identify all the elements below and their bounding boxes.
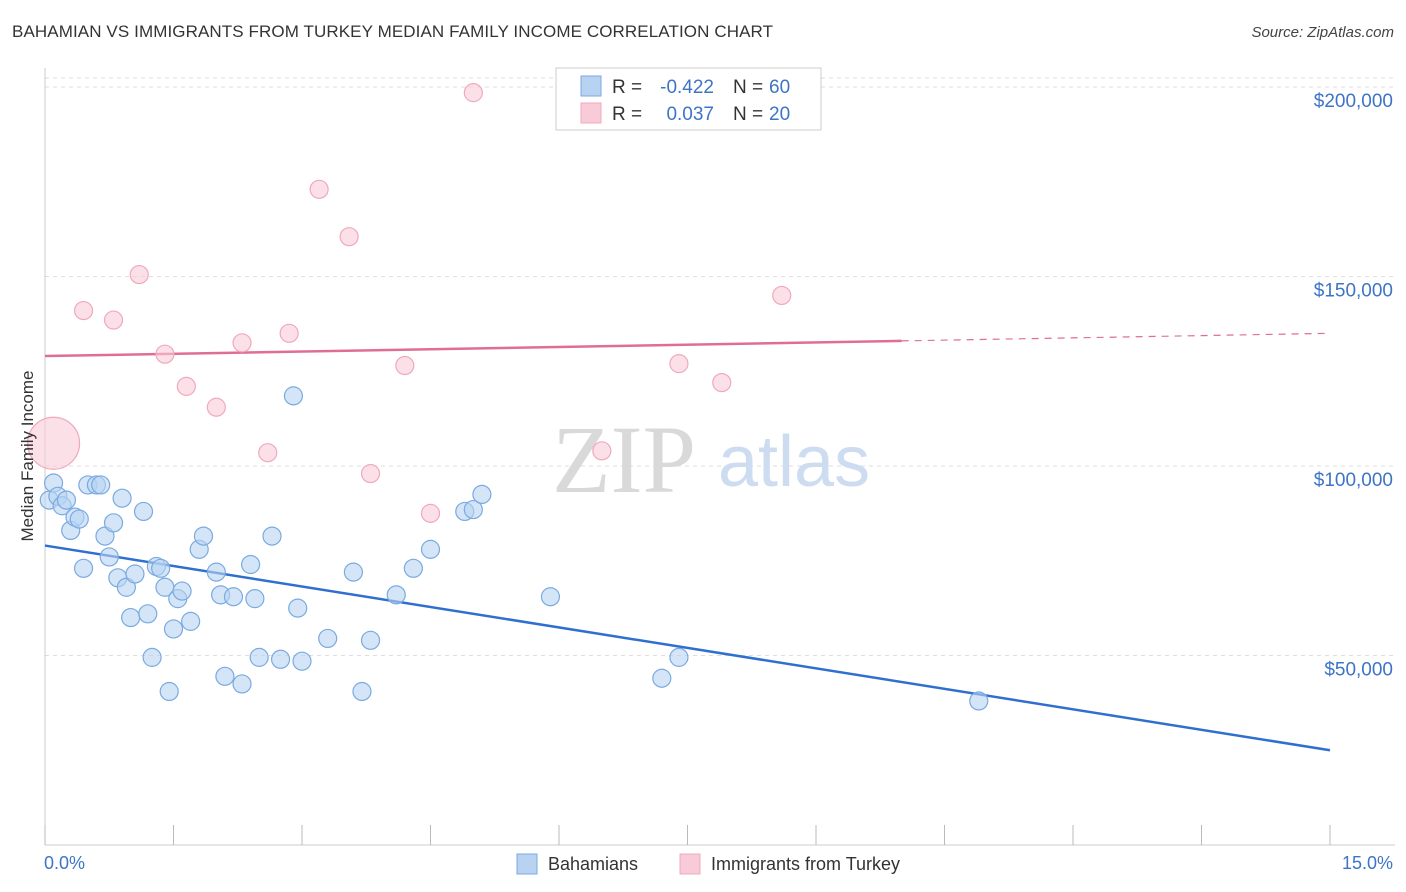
bahamians-point xyxy=(669,647,689,667)
turkey-point xyxy=(395,355,415,376)
bahamians-point xyxy=(245,589,265,609)
bahamians-point xyxy=(215,666,235,686)
bahamians-point xyxy=(133,501,154,522)
turkey-point xyxy=(309,179,329,199)
turkey-point xyxy=(155,344,175,364)
bahamians-point xyxy=(121,607,141,628)
bahamians-point xyxy=(142,647,162,667)
bahamians-point xyxy=(249,647,269,667)
bahamians-point xyxy=(159,681,179,702)
bahamians-point xyxy=(232,674,252,694)
x-tick-label: 0.0% xyxy=(44,853,85,873)
bahamians-point xyxy=(472,484,492,505)
bahamians-point xyxy=(343,562,363,582)
watermark-atlas: atlas xyxy=(718,422,870,502)
watermark: ZIP atlas xyxy=(552,406,870,513)
chart-title: BAHAMIAN VS IMMIGRANTS FROM TURKEY MEDIA… xyxy=(12,22,774,41)
bahamians-point xyxy=(73,558,94,578)
bahamians-point xyxy=(223,587,244,607)
chart-source: Source: ZipAtlas.com xyxy=(1251,24,1394,41)
trend-line-0 xyxy=(44,544,1331,752)
bahamians-point xyxy=(262,526,282,546)
bahamians-point xyxy=(386,585,406,605)
bottom-legend-swatch-turkey xyxy=(679,853,701,875)
bahamians-point xyxy=(206,562,226,582)
legend-n-label: N = xyxy=(733,104,763,125)
turkey-point xyxy=(339,227,359,247)
turkey-point xyxy=(592,441,612,461)
turkey-point xyxy=(712,372,732,393)
bahamians-point xyxy=(283,386,304,406)
bahamians-point xyxy=(138,604,158,624)
bahamians-point xyxy=(69,509,89,529)
turkey-point xyxy=(73,300,94,321)
turkey-point xyxy=(103,310,124,330)
bahamians-point xyxy=(99,547,119,567)
bottom-legend-label-turkey: Immigrants from Turkey xyxy=(711,854,900,874)
turkey-point xyxy=(772,285,792,306)
bottom-legend: Bahamians Immigrants from Turkey xyxy=(516,853,900,875)
turkey-point xyxy=(129,264,149,285)
turkey-point xyxy=(258,443,278,463)
legend-n-value: 60 xyxy=(769,77,790,98)
turkey-point xyxy=(463,83,483,103)
bahamians-point xyxy=(181,611,201,631)
bahamians-point xyxy=(56,490,77,510)
bottom-legend-label-bahamians: Bahamians xyxy=(548,854,638,874)
bahamians-point xyxy=(292,651,312,671)
y-tick-label: $100,000 xyxy=(1314,470,1393,491)
bahamians-point xyxy=(360,630,381,650)
turkey-point xyxy=(420,503,441,523)
y-axis-label: Median Family Income xyxy=(18,370,37,541)
turkey-point xyxy=(232,333,252,353)
bahamians-point xyxy=(172,581,192,601)
trend-line-dashed-1 xyxy=(901,332,1331,342)
bahamians-point xyxy=(652,668,672,688)
legend-swatch-bahamians xyxy=(580,75,602,97)
trend-lines xyxy=(44,332,1331,752)
bahamians-point xyxy=(969,691,989,711)
bahamians-point xyxy=(163,619,184,639)
legend-n-label: N = xyxy=(733,77,763,98)
turkey-point xyxy=(26,416,81,470)
bahamians-point xyxy=(463,499,483,520)
bottom-legend-swatch-bahamians xyxy=(516,853,538,875)
tick-labels: $50,000 $100,000 $150,000 $200,000 0.0% 15.0% xyxy=(44,91,1393,873)
x-tick-label: 15.0% xyxy=(1342,853,1393,873)
y-tick-label: $200,000 xyxy=(1314,91,1393,112)
turkey-point xyxy=(206,397,226,417)
data-points xyxy=(26,83,989,711)
bahamians-point xyxy=(270,649,291,669)
bahamians-point xyxy=(403,558,423,578)
legend-r-label: R = xyxy=(612,77,642,98)
bahamians-point xyxy=(288,598,308,618)
bahamians-point xyxy=(241,554,261,575)
legend-n-value: 20 xyxy=(769,104,790,125)
turkey-point xyxy=(279,323,299,343)
bahamians-point xyxy=(420,539,441,559)
turkey-point xyxy=(176,376,196,396)
legend-r-value: 0.037 xyxy=(666,104,714,125)
y-tick-label: $50,000 xyxy=(1324,659,1393,680)
legend: R = -0.422 N = 60 R = 0.037 N = 20 xyxy=(555,67,822,131)
turkey-point xyxy=(360,463,381,484)
bahamians-point xyxy=(103,513,124,533)
bahamians-point xyxy=(352,681,372,702)
trend-line-1 xyxy=(44,339,902,358)
y-tick-label: $150,000 xyxy=(1314,280,1393,301)
bahamians-point xyxy=(318,628,338,649)
bahamians-point xyxy=(125,564,145,584)
watermark-zip: ZIP xyxy=(552,406,696,513)
legend-r-label: R = xyxy=(612,104,642,125)
bahamians-point xyxy=(540,587,561,607)
bahamians-point xyxy=(91,475,111,495)
legend-swatch-turkey xyxy=(580,102,602,124)
legend-r-value: -0.422 xyxy=(660,77,714,98)
bahamians-point xyxy=(151,558,171,578)
turkey-point xyxy=(669,354,689,374)
bahamians-point xyxy=(193,526,214,546)
bahamians-point xyxy=(112,488,132,508)
